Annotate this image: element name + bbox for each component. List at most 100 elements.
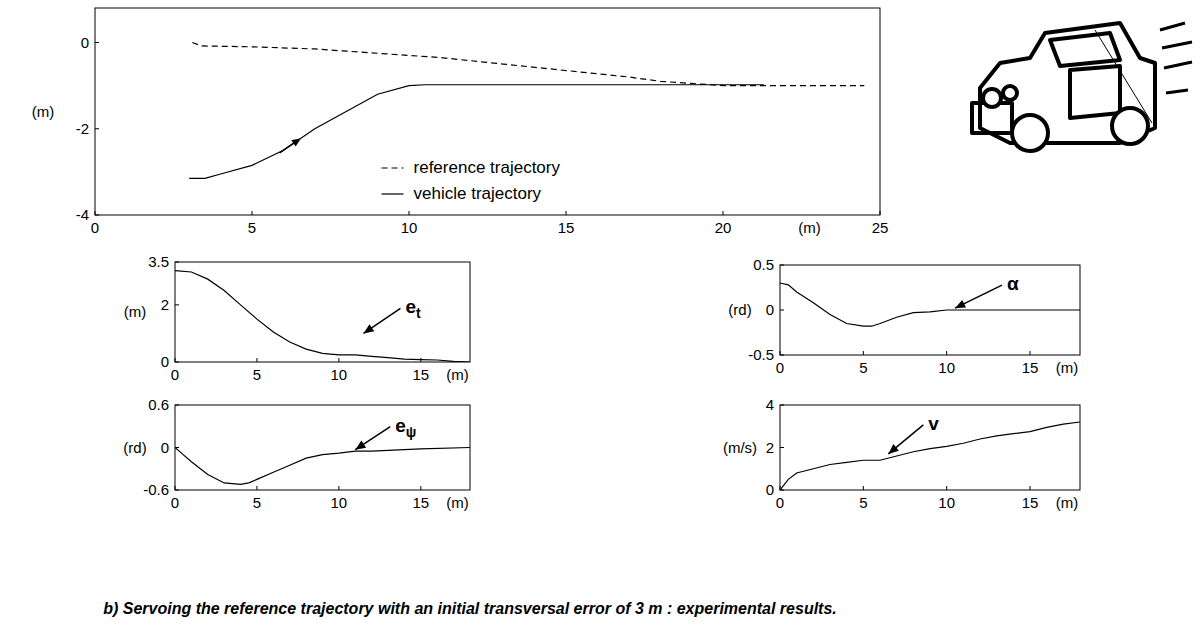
x-axis-label: (m) xyxy=(446,494,469,511)
x-tick-label: 5 xyxy=(859,359,867,376)
x-tick-label: 15 xyxy=(412,366,429,383)
annotation: eψ xyxy=(395,415,416,440)
annotation-main: v xyxy=(928,413,939,434)
series-line xyxy=(780,283,1080,326)
annotation: v xyxy=(928,413,939,434)
vehicle-light xyxy=(1003,86,1017,100)
speed-line xyxy=(1160,23,1185,30)
series-line xyxy=(189,85,764,179)
y-tick xyxy=(95,42,99,43)
annotation-arrow-head xyxy=(955,300,966,308)
series-line xyxy=(175,448,470,485)
y-tick-label: 0 xyxy=(161,353,169,370)
panel: 051015024(m)(m/s)v xyxy=(723,396,1080,511)
annotation-subscript: ψ xyxy=(406,424,417,440)
plot-frame xyxy=(95,8,880,215)
x-tick-label: 0 xyxy=(776,494,784,511)
y-axis-label: (m/s) xyxy=(723,439,757,456)
annotation-arrow xyxy=(955,285,1002,308)
annotation-arrow-head xyxy=(363,324,374,333)
figure: 0510152025-4-20(m)(m)reference trajector… xyxy=(0,0,1200,630)
caption: b) Servoing the reference trajectory wit… xyxy=(103,600,837,617)
x-tick-label: 0 xyxy=(91,219,99,236)
y-tick-label: -0.6 xyxy=(143,481,169,498)
y-tick xyxy=(175,490,179,491)
y-tick-label: 0.6 xyxy=(148,396,169,413)
x-tick-label: 10 xyxy=(331,494,348,511)
x-tick xyxy=(723,211,724,215)
y-tick xyxy=(780,405,784,406)
y-tick xyxy=(780,447,784,448)
x-tick xyxy=(95,211,96,215)
annotation-arrow xyxy=(363,308,400,333)
vehicle-door xyxy=(1070,66,1120,118)
y-tick-label: 0 xyxy=(161,439,169,456)
vehicle-body xyxy=(980,23,1155,143)
y-axis-label: (m) xyxy=(32,103,55,120)
x-tick-label: 0 xyxy=(171,494,179,511)
annotation: α xyxy=(1007,273,1019,294)
x-tick xyxy=(338,358,339,362)
y-axis-label: (rd) xyxy=(123,439,146,456)
plot-frame xyxy=(780,405,1080,490)
y-tick-label: 4 xyxy=(766,396,774,413)
x-tick xyxy=(880,211,881,215)
annotation-main: α xyxy=(1007,273,1019,294)
x-tick-label: 10 xyxy=(331,366,348,383)
vehicle-window xyxy=(1050,33,1120,66)
x-tick xyxy=(1030,486,1031,490)
x-tick-label: 15 xyxy=(558,219,575,236)
x-tick xyxy=(420,486,421,490)
y-tick-label: -0.5 xyxy=(748,346,774,363)
plot-frame xyxy=(780,265,1080,355)
x-tick-label: 10 xyxy=(401,219,418,236)
speed-line xyxy=(1166,90,1188,93)
annotation-main: e xyxy=(405,296,416,317)
y-tick-label: 0 xyxy=(81,34,89,51)
x-tick xyxy=(175,358,176,362)
x-tick xyxy=(566,211,567,215)
panel: 051015023.5(m)(m)et xyxy=(124,253,470,383)
x-tick xyxy=(409,211,410,215)
annotation: et xyxy=(405,296,421,321)
y-tick xyxy=(175,304,179,305)
panel: 051015-0.600.6(m)(rd)eψ xyxy=(123,396,470,511)
x-tick-label: 5 xyxy=(253,366,261,383)
x-tick xyxy=(256,486,257,490)
x-tick-label: 5 xyxy=(859,494,867,511)
x-tick-label: 20 xyxy=(715,219,732,236)
x-axis-label: (m) xyxy=(1056,359,1079,376)
series-group xyxy=(175,448,470,485)
y-tick xyxy=(780,355,784,356)
annotation-subscript: t xyxy=(416,305,421,321)
y-tick-label: 2 xyxy=(766,439,774,456)
x-tick-label: 5 xyxy=(248,219,256,236)
y-tick xyxy=(780,310,784,311)
x-tick-label: 0 xyxy=(171,366,179,383)
annotation-arrow-head xyxy=(355,440,366,449)
series-group xyxy=(780,283,1080,326)
x-tick-label: 15 xyxy=(1022,494,1039,511)
x-tick xyxy=(863,351,864,355)
series-group xyxy=(175,271,470,362)
y-axis-label: (rd) xyxy=(728,301,751,318)
x-axis-label: (m) xyxy=(798,219,821,236)
direction-arrow-head xyxy=(291,138,301,146)
panel: 0510152025-4-20(m)(m)reference trajector… xyxy=(32,8,889,236)
x-tick-label: 15 xyxy=(1022,359,1039,376)
y-tick xyxy=(175,405,179,406)
annotation-arrow xyxy=(888,425,923,454)
speed-line xyxy=(1162,42,1192,48)
legend-label: vehicle trajectory xyxy=(414,184,542,203)
annotation-arrow xyxy=(355,427,390,450)
x-tick xyxy=(256,358,257,362)
vehicle-icon xyxy=(972,23,1192,151)
annotation-arrow-head xyxy=(888,444,899,454)
annotation-main: e xyxy=(395,415,406,436)
x-tick xyxy=(175,486,176,490)
y-axis-label: (m) xyxy=(124,303,147,320)
x-tick-label: 10 xyxy=(938,359,955,376)
series-group xyxy=(189,43,864,179)
y-tick xyxy=(95,128,99,129)
legend-label: reference trajectory xyxy=(414,158,561,177)
